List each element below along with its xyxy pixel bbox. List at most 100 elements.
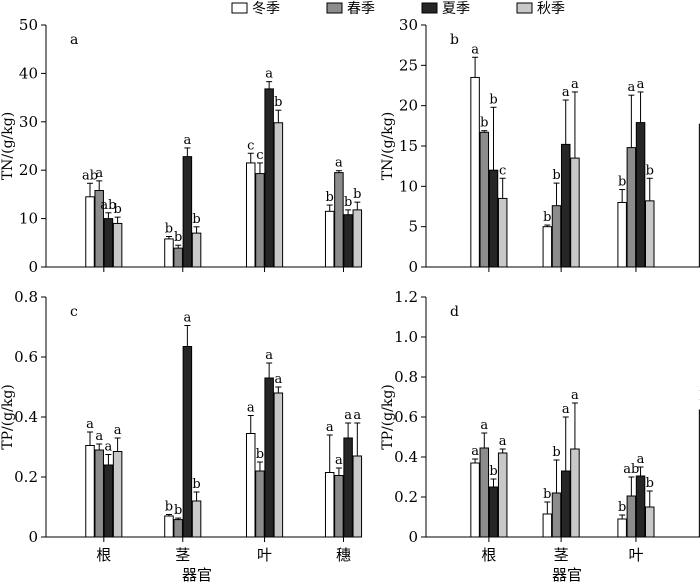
significance-letter: a <box>627 80 635 95</box>
bar <box>542 513 553 538</box>
y-tick-label: 20 <box>19 161 38 179</box>
bar <box>273 122 284 268</box>
bar <box>85 196 95 268</box>
significance-letter: c <box>256 148 263 163</box>
y-tick-label: 0.8 <box>14 288 38 306</box>
bar <box>103 218 114 268</box>
bar <box>470 462 480 538</box>
significance-letter: b <box>174 230 182 245</box>
category-label: 叶 <box>257 546 272 564</box>
significance-letter: b <box>489 464 497 479</box>
significance-letter: a <box>562 402 570 417</box>
y-tick-label: 5 <box>408 218 418 236</box>
y-tick-label: 30 <box>399 16 418 34</box>
bar <box>334 172 344 268</box>
bar <box>85 445 95 538</box>
panel-d: 00.20.40.60.81.01.2TP/(g/kg)d根aaba茎bbaa叶… <box>380 288 700 564</box>
bar <box>488 486 499 538</box>
bar <box>635 475 646 538</box>
bar <box>255 173 265 268</box>
significance-letter: b <box>543 210 551 225</box>
y-tick-label: 0 <box>28 528 38 546</box>
bar <box>173 247 183 268</box>
bar <box>164 238 174 268</box>
y-tick-label: 1.0 <box>394 328 418 346</box>
y-tick-label: 1.2 <box>394 288 418 306</box>
bar <box>352 209 363 268</box>
significance-letter: a <box>183 311 191 326</box>
significance-letter: a <box>326 420 334 435</box>
significance-letter: b <box>192 477 200 492</box>
significance-letter: b <box>618 500 626 515</box>
significance-letter: b <box>646 476 654 491</box>
significance-letter: b <box>618 175 626 190</box>
bar <box>551 492 562 538</box>
bar <box>191 500 202 538</box>
significance-letter: a <box>247 401 255 416</box>
bar <box>352 455 363 538</box>
significance-letter: a <box>114 423 122 438</box>
significance-letter: b <box>646 163 654 178</box>
y-axis-title: TN/(g/kg) <box>0 112 16 180</box>
bar <box>246 433 256 538</box>
bar <box>570 157 580 268</box>
bar <box>164 515 174 538</box>
legend-label-4: 秋季 <box>537 1 565 17</box>
significance-letter: b <box>552 168 560 183</box>
bar <box>264 377 274 538</box>
significance-letter: a <box>274 372 282 387</box>
panel-label: b <box>450 32 459 48</box>
significance-letter: b <box>165 222 173 237</box>
bar <box>182 156 193 268</box>
significance-letter: c <box>247 138 254 153</box>
bar <box>479 131 490 268</box>
bar <box>570 448 580 538</box>
bar <box>617 518 627 538</box>
y-tick-label: 15 <box>399 137 418 155</box>
significance-letter: a <box>637 452 645 467</box>
bar <box>103 464 114 538</box>
bar <box>112 222 123 268</box>
legend: 冬季 春季 夏季 秋季 <box>231 1 565 17</box>
category-label: 根 <box>481 546 496 564</box>
significance-letter: a <box>183 133 191 148</box>
significance-letter: a <box>335 453 343 468</box>
y-tick-label: 0 <box>408 528 418 546</box>
significance-letter: a <box>471 42 479 57</box>
bar <box>635 122 646 268</box>
significance-letter: a <box>571 388 579 403</box>
significance-letter: b <box>256 447 264 462</box>
y-tick-label: 0 <box>408 258 418 276</box>
significance-letter: a <box>571 77 579 92</box>
significance-letter: a <box>95 429 103 444</box>
bar <box>626 147 637 268</box>
bar <box>191 232 202 268</box>
bar <box>112 451 123 538</box>
bar <box>488 169 499 268</box>
significance-letter: a <box>265 67 273 82</box>
bar <box>173 519 183 538</box>
significance-letter: b <box>165 500 173 515</box>
significance-letter: b <box>274 95 282 110</box>
bar <box>626 495 637 538</box>
significance-letter: b <box>353 187 361 202</box>
legend-label-1: 冬季 <box>252 1 280 17</box>
y-tick-label: 0.8 <box>394 368 418 386</box>
significance-letter: ab <box>82 168 98 183</box>
bar <box>479 447 490 538</box>
significance-letter: a <box>265 348 273 363</box>
significance-letter: b <box>113 202 121 217</box>
significance-letter: a <box>480 418 488 433</box>
bar <box>560 143 571 268</box>
bar <box>645 506 655 538</box>
bar <box>551 205 562 268</box>
significance-letter: b <box>192 212 200 227</box>
bar <box>343 214 353 268</box>
significance-letter: b <box>552 445 560 460</box>
y-tick-label: 10 <box>399 177 418 195</box>
bar <box>255 470 265 538</box>
y-tick-label: 0.4 <box>394 448 418 466</box>
